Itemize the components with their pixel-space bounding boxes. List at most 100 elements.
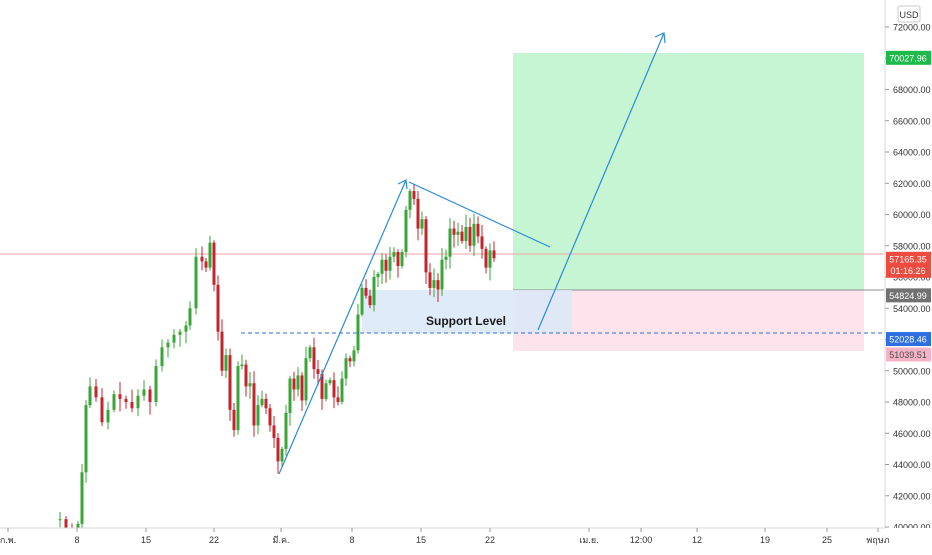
candle-body	[178, 331, 182, 335]
price-tick-label: 62000.00	[893, 179, 931, 189]
candle-body	[468, 227, 472, 246]
candle-body	[194, 256, 198, 309]
candle-body	[80, 472, 84, 524]
candle-body	[360, 287, 364, 315]
candle-body	[432, 280, 436, 288]
candle-body	[200, 256, 204, 262]
candle-body	[240, 364, 244, 367]
projection-line[interactable]	[537, 32, 665, 331]
time-tick-label: มี.ค.	[273, 535, 290, 545]
candle-body	[392, 252, 396, 257]
candle-body	[444, 256, 448, 260]
price-tick-label: 46000.00	[893, 429, 931, 439]
candle-body	[58, 519, 62, 521]
time-axis[interactable]	[0, 528, 932, 550]
candle-body	[136, 395, 140, 409]
currency-badge[interactable]	[897, 5, 921, 23]
candle-body	[328, 380, 332, 384]
price-label-badge[interactable]	[886, 347, 931, 362]
candle-body	[94, 386, 98, 398]
time-tick-label: 8	[349, 535, 354, 545]
time-tick-label: 12:00	[630, 535, 653, 545]
price-tick-label: 40000.00	[893, 523, 931, 533]
candle-body	[284, 412, 288, 449]
candle-body	[216, 284, 220, 332]
candle-body	[106, 409, 110, 423]
candle-body	[172, 334, 176, 343]
candle-body	[448, 228, 452, 257]
price-label-badge[interactable]	[886, 251, 931, 278]
candle-body	[384, 259, 388, 271]
time-tick-label: 15	[141, 535, 151, 545]
candle-body	[336, 397, 340, 402]
projection-arrowhead	[654, 32, 666, 44]
time-tick-label: 25	[822, 535, 832, 545]
candle-body	[308, 347, 312, 359]
price-label-value: 54824.99	[889, 291, 927, 301]
candle-body	[212, 242, 216, 285]
candle-body	[400, 252, 404, 267]
candle-body	[166, 342, 170, 348]
candle-body	[154, 366, 158, 402]
candle-body	[408, 191, 412, 210]
time-tick-label: ก.พ.	[0, 535, 16, 545]
price-tick-label: 54000.00	[893, 304, 931, 314]
price-label-value: 51039.51	[889, 350, 927, 360]
candle-body	[142, 389, 146, 396]
candle-body	[476, 223, 480, 237]
candle-body	[130, 402, 134, 409]
candle-body	[324, 383, 328, 399]
candle-body	[440, 259, 444, 290]
candle-body	[372, 277, 376, 306]
price-tick-label: 50000.00	[893, 366, 931, 376]
candle-body	[244, 364, 248, 387]
candle-body	[484, 248, 488, 268]
candle-body	[188, 308, 192, 326]
resistance-line[interactable]	[408, 181, 551, 248]
uptrend-arrowhead	[397, 179, 408, 190]
candle-body	[208, 242, 212, 268]
candle-body	[312, 347, 316, 370]
candle-body	[356, 314, 360, 351]
candle-body	[296, 375, 300, 390]
candle-body	[268, 408, 272, 426]
price-tick-label: 66000.00	[893, 116, 931, 126]
bar-countdown: 01:16:26	[890, 266, 925, 276]
candle-body	[388, 256, 392, 271]
price-label-badge[interactable]	[886, 50, 931, 65]
price-tick-label: 60000.00	[893, 210, 931, 220]
price-tick-label: 58000.00	[893, 241, 931, 251]
candle-body	[300, 375, 304, 401]
candle-body	[112, 394, 116, 410]
candle-body	[436, 280, 440, 290]
price-tick-label: 42000.00	[893, 491, 931, 501]
candle-body	[228, 355, 232, 410]
price-tick-label: 48000.00	[893, 398, 931, 408]
candle-body	[396, 252, 400, 267]
time-tick-label: 15	[416, 535, 426, 545]
candle-body	[160, 347, 164, 367]
candle-body	[456, 231, 460, 235]
price-label-badge[interactable]	[886, 332, 931, 347]
time-tick-label: พฤษภ	[866, 535, 889, 545]
candle-body	[316, 369, 320, 374]
candle-body	[348, 358, 352, 362]
candle-body	[480, 236, 484, 249]
candle-body	[256, 405, 260, 426]
support-zone-rect[interactable]	[362, 290, 572, 333]
uptrend-line[interactable]	[278, 179, 407, 475]
candle-body	[88, 386, 92, 406]
candle-body	[492, 250, 496, 259]
candle-body	[464, 227, 468, 242]
candle-body	[280, 448, 284, 462]
price-label-value: 52028.46	[889, 335, 927, 345]
candle-body	[452, 228, 456, 235]
price-label-badge[interactable]	[886, 288, 931, 303]
price-tick-label: 72000.00	[893, 23, 931, 33]
candle-body	[352, 350, 356, 362]
candle-body	[304, 358, 308, 401]
time-tick-label: 12	[692, 535, 702, 545]
trend-drawings[interactable]	[278, 32, 666, 475]
